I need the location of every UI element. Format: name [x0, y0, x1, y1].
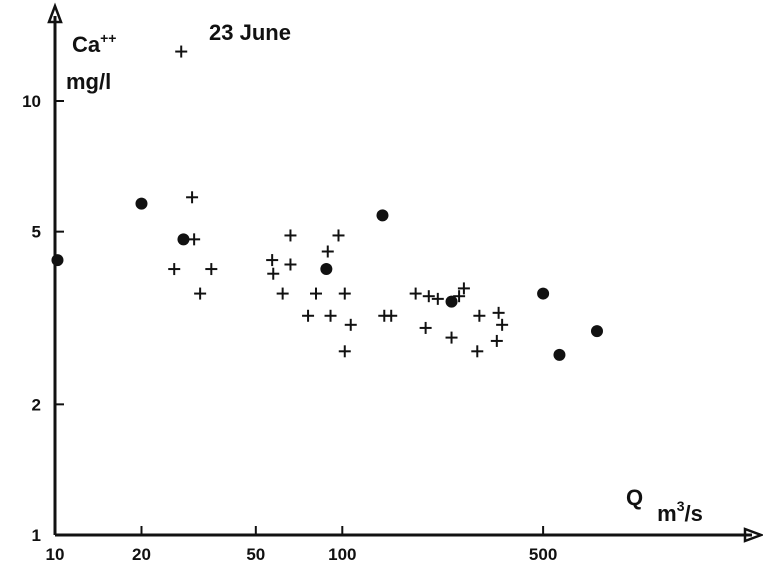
plus-marker [419, 321, 432, 334]
plus-marker [490, 334, 503, 347]
plus-marker [276, 287, 289, 300]
plus-marker [496, 318, 509, 331]
plus-marker [453, 290, 466, 303]
plus-marker [302, 309, 315, 322]
dot-marker [177, 233, 190, 246]
dot-marker [320, 263, 333, 276]
dot-marker [590, 325, 603, 338]
plus-marker [194, 287, 207, 300]
plus-marker [321, 245, 334, 258]
plus-marker [267, 267, 280, 280]
x-tick-label: 10 [46, 545, 65, 564]
y-tick-label: 2 [32, 395, 41, 414]
plus-marker [284, 258, 297, 271]
x-axis-title: Qm3/s [626, 485, 703, 526]
x-tick-label: 20 [132, 545, 151, 564]
y-tick-label: 5 [32, 223, 41, 242]
dot-marker [51, 254, 64, 267]
y-tick-label: 10 [22, 92, 41, 111]
x-axis-arrow [743, 527, 763, 543]
plus-marker [175, 45, 188, 58]
plus-marker [422, 290, 435, 303]
plus-marker [344, 318, 357, 331]
y-axis-title-line2: mg/l [66, 69, 111, 94]
plus-marker [332, 229, 345, 242]
plus-marker [471, 345, 484, 358]
plus-marker [385, 309, 398, 322]
dot-marker [135, 197, 148, 210]
plus-marker [492, 306, 505, 319]
x-tick-label: 50 [246, 545, 265, 564]
annotation-23-june: 23 June [209, 20, 291, 45]
y-tick-label: 1 [32, 526, 41, 545]
y-axis-title-line1: Ca++ [72, 30, 116, 57]
plus-marker [457, 282, 470, 295]
plus-marker [338, 345, 351, 358]
plus-marker [473, 309, 486, 322]
plus-marker [188, 233, 201, 246]
plus-marker [266, 254, 279, 267]
plus-marker [205, 263, 218, 276]
y-axis-arrow [47, 2, 63, 24]
axes [47, 2, 763, 543]
x-tick-label: 100 [328, 545, 356, 564]
plus-marker [284, 229, 297, 242]
plus-marker [310, 287, 323, 300]
plus-marker [338, 287, 351, 300]
dot-marker [553, 348, 566, 361]
plus-marker [168, 263, 181, 276]
dot-marker [445, 295, 458, 308]
plus-marker [186, 191, 199, 204]
dot-marker [376, 209, 389, 222]
plus-marker [409, 287, 422, 300]
plus-marker [324, 309, 337, 322]
plus-marker [445, 331, 458, 344]
x-tick-label: 500 [529, 545, 557, 564]
dot-marker [537, 287, 550, 300]
plus-marker [431, 292, 444, 305]
